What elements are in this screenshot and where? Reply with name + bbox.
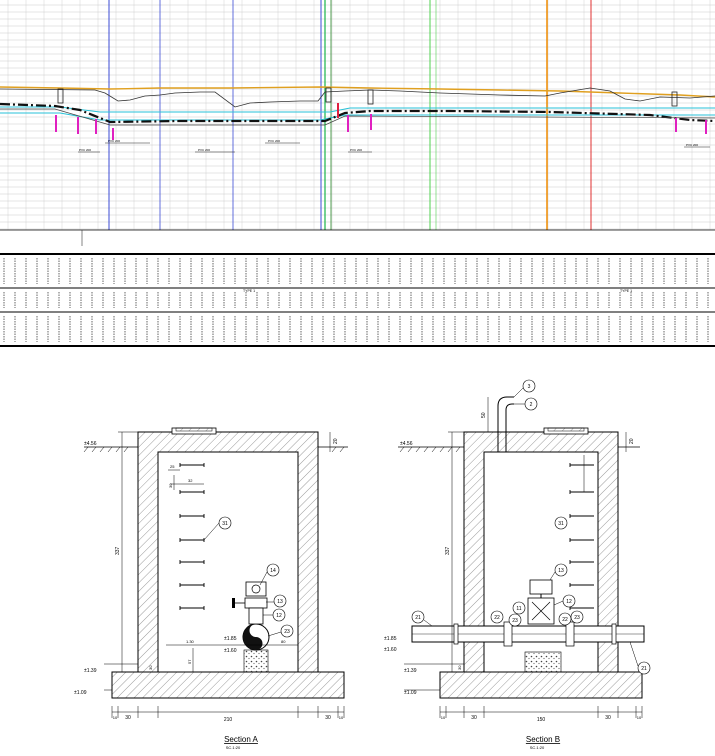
profile-markers xyxy=(55,87,707,140)
callout-bubble xyxy=(411,610,425,624)
table-type-label: TYPE 1 xyxy=(620,289,632,293)
level-pipe-upper: ±1.85 xyxy=(384,636,397,642)
callout-number: 21 xyxy=(415,615,421,621)
profile-annotations xyxy=(78,142,710,153)
profile-grid xyxy=(0,0,715,230)
callout-number: 2 xyxy=(530,402,533,408)
level-base: ±1.09 xyxy=(74,690,87,696)
callout-number: 13 xyxy=(277,599,283,605)
callout-bubble xyxy=(554,563,568,577)
callout-number: 13 xyxy=(558,568,564,574)
dim-50: 50 xyxy=(481,412,487,418)
callout-number: 12 xyxy=(276,613,282,619)
dim-height: 337 xyxy=(115,546,121,555)
pipe-crown-line xyxy=(0,108,715,126)
callout-bubble xyxy=(570,610,584,624)
dim-base-left: 30 xyxy=(125,715,131,721)
callout-number: 22 xyxy=(494,615,500,621)
callout-bubble xyxy=(637,661,651,675)
dim-width: 210 xyxy=(224,717,233,723)
dim-top: 20 xyxy=(333,438,339,444)
callout-bubble xyxy=(554,516,568,530)
callout-bubble xyxy=(512,601,526,615)
marker-label: PVC 200 xyxy=(268,139,280,143)
callout-bubble xyxy=(490,610,504,624)
section-a: 14 13 12 31 23 ±4.56 ±1.85 ±1.60 ±1.39 ±… xyxy=(74,427,348,750)
callout-bubble xyxy=(558,612,572,626)
profile-annotation-text: PVC 200 PVC 200 PVC 200 PVC 200 PVC 200 … xyxy=(79,139,698,152)
dim-height: 337 xyxy=(445,546,451,555)
callout-number: 12 xyxy=(566,599,572,605)
callout-bubble xyxy=(280,624,294,638)
callout-number: 21 xyxy=(641,666,647,672)
marker-label: PVC 200 xyxy=(198,148,210,152)
ground-line xyxy=(0,86,715,98)
callout-number: 3 xyxy=(528,384,531,390)
pipe-invert-line xyxy=(0,102,715,124)
data-table xyxy=(3,258,709,342)
callout-bubble xyxy=(273,594,287,608)
dim-floor: 30 xyxy=(457,665,462,670)
level-pipe-lower: ±1.60 xyxy=(384,647,397,653)
callout-bubble xyxy=(508,613,522,627)
level-base: ±1.09 xyxy=(404,690,417,696)
callout-number: 31 xyxy=(558,521,564,527)
callout-number: 22 xyxy=(562,617,568,623)
station-lines xyxy=(108,0,592,230)
dim-80: 80 xyxy=(281,639,286,644)
profile-lines xyxy=(0,86,715,126)
dim-base-right: 30 xyxy=(325,715,331,721)
callout-bubble xyxy=(266,563,280,577)
dim-10: 10 xyxy=(637,715,642,720)
dim-130: 1.30 xyxy=(186,639,195,644)
existing-ground-line xyxy=(0,87,715,108)
callout-number: 23 xyxy=(574,615,580,621)
level-pipe-upper: ±1.85 xyxy=(224,636,237,642)
dim-10: 10 xyxy=(441,715,446,720)
dim-step: 25 xyxy=(170,464,175,469)
section-title: Section B xyxy=(526,735,560,744)
dim-10: 10 xyxy=(339,715,344,720)
marker-label: PVC 200 xyxy=(686,143,698,147)
table-type-label: TYPE 1 xyxy=(243,289,255,293)
callout-number: 31 xyxy=(222,521,228,527)
marker-label: PVC 200 xyxy=(350,148,362,152)
dim-57: 57 xyxy=(187,659,192,664)
dim-top: 20 xyxy=(629,438,635,444)
dim-base-right: 30 xyxy=(605,715,611,721)
level-top: ±4.56 xyxy=(84,441,97,447)
cyan-line-1 xyxy=(0,106,715,113)
callout-bubble xyxy=(522,379,536,393)
dim-base-left: 30 xyxy=(471,715,477,721)
section-b: 3 2 13 12 11 22 23 23 22 21 21 31 ±4.56 … xyxy=(384,379,651,750)
callout-number: 14 xyxy=(270,568,276,574)
callout-number: 11 xyxy=(516,606,521,612)
marker-label: PVC 200 xyxy=(108,139,120,143)
level-pipe-lower: ±1.60 xyxy=(224,648,237,654)
dim-step: 30 xyxy=(168,483,173,488)
section-scale: SC.1:20 xyxy=(226,745,241,750)
marker-label: PVC 200 xyxy=(79,148,91,152)
dim-width: 150 xyxy=(537,717,546,723)
dim-step: 32 xyxy=(188,478,193,483)
dim-10: 10 xyxy=(113,715,118,720)
callout-number: 23 xyxy=(512,618,518,624)
level-top: ±4.56 xyxy=(400,441,413,447)
section-title: Section A xyxy=(224,735,258,744)
section-scale: SC.1:20 xyxy=(530,745,545,750)
level-floor: ±1.39 xyxy=(404,668,417,674)
dim-floor: 30 xyxy=(148,665,153,670)
callout-number: 23 xyxy=(284,629,290,635)
level-floor: ±1.39 xyxy=(84,668,97,674)
